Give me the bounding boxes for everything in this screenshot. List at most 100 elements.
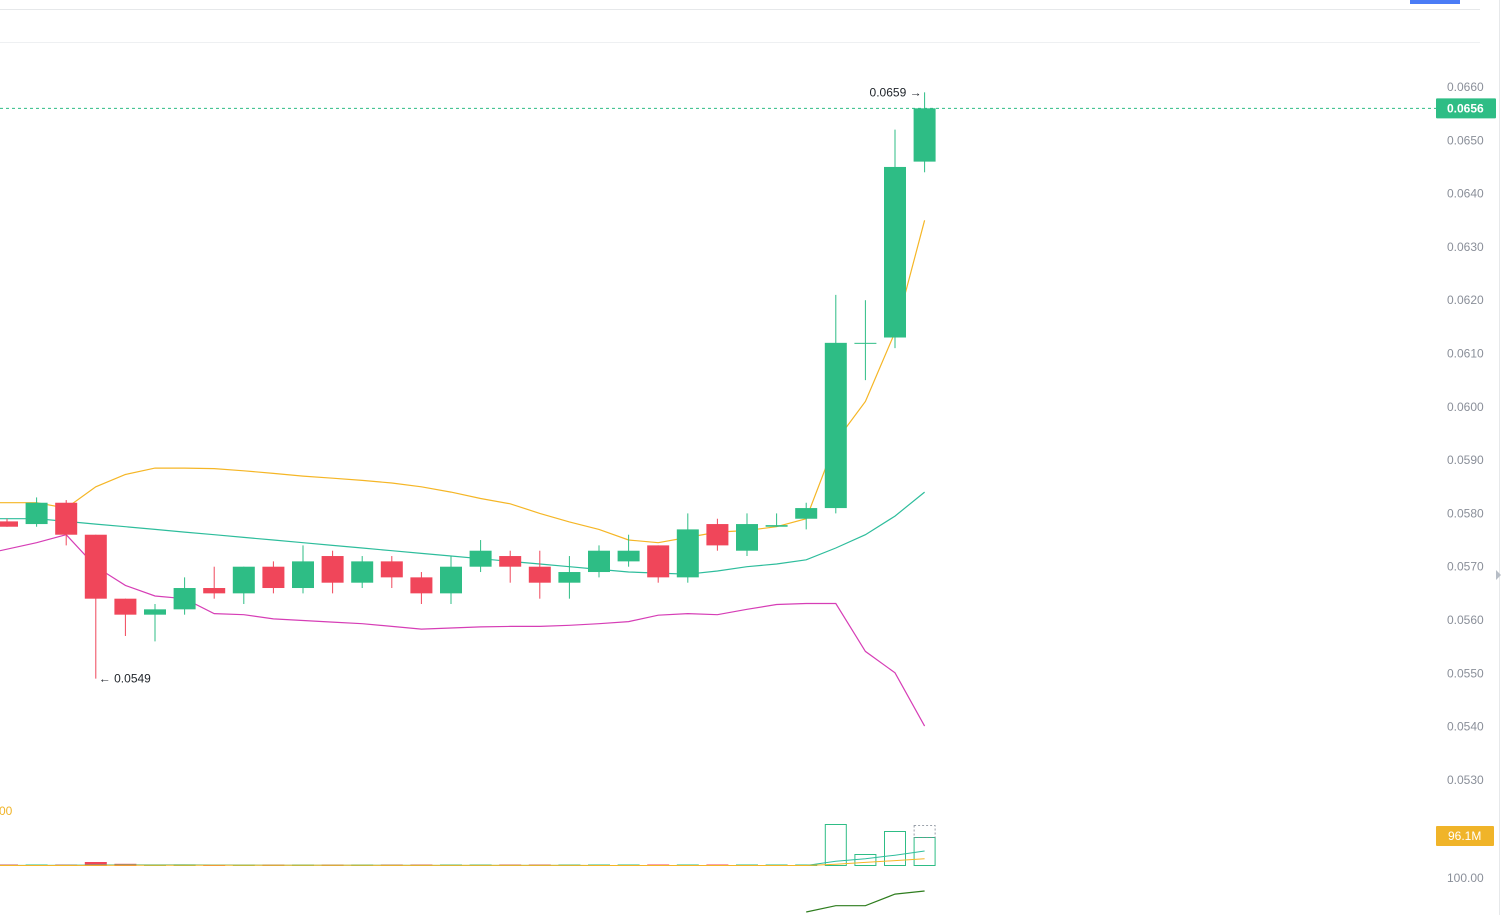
volume-label: 96.1M [1448,829,1481,843]
candle[interactable] [173,577,196,615]
candle-body [824,342,847,509]
candle[interactable] [647,545,670,583]
volume-bar [913,837,936,866]
candle[interactable] [765,513,788,527]
candle-body [558,572,581,583]
candle-body [380,561,403,578]
candle[interactable] [321,550,344,594]
candle[interactable] [292,545,314,594]
candle[interactable] [144,604,166,642]
candle-body [884,166,906,338]
candle-body [232,566,255,594]
candle-body [795,508,818,519]
candle-body [617,550,640,562]
candle[interactable] [588,545,610,578]
price-axis: 0.0660 0.0650 0.0640 0.0630 0.0620 0.0610 0.06… [1447,80,1484,787]
volume-badge [1436,826,1494,846]
candle-body [736,524,758,551]
volume-ma2-line [0,858,925,866]
candle[interactable] [854,300,877,381]
candle[interactable] [262,561,285,594]
moving-average-lines [0,220,926,727]
price-tick-label: 0.0620 [1447,293,1484,307]
volume-bar-outline [913,825,936,838]
candle-body [321,556,344,583]
price-tick-label: 0.0590 [1447,453,1484,467]
top-right-accent[interactable] [1410,0,1460,4]
candle[interactable] [528,550,551,599]
candle-body [292,561,314,589]
candle-body [588,550,610,573]
candle-body [114,598,137,615]
candle[interactable] [232,566,255,605]
candle-body [765,525,788,527]
candle[interactable] [617,534,640,567]
ma-yellow-line [0,220,926,544]
candle[interactable] [676,513,699,583]
candle[interactable] [25,497,48,527]
candle-body [647,545,670,578]
price-tick-label: 0.0530 [1447,773,1484,787]
candle-body [84,534,107,599]
ma-teal-line [0,491,925,575]
candle[interactable] [203,566,226,599]
candle-body [262,566,285,589]
volume-legend-fragment: 00 [0,804,13,818]
candle[interactable] [736,513,758,557]
ma-pink-line [0,534,926,727]
candle[interactable] [913,92,936,173]
candle[interactable] [380,556,403,589]
candle-body [854,342,877,344]
volume-bar [884,831,906,866]
candle-body [25,502,48,525]
price-tick-label: 0.0560 [1447,613,1484,627]
candle-body [144,609,166,615]
candle[interactable] [499,550,522,583]
high-annotation: 0.0659 → [870,85,922,99]
candle[interactable] [410,572,433,605]
price-tick-label: 0.0550 [1447,666,1484,680]
candle[interactable] [55,500,78,546]
volume-ma-lines [0,850,925,866]
candle[interactable] [824,294,847,514]
candle-body [203,588,226,594]
price-tick-label: 0.0640 [1447,187,1484,201]
candle-body [528,566,551,583]
candle-body [410,577,433,594]
volume-bars [0,824,936,866]
candle[interactable] [114,598,137,636]
price-tick-label: 0.0630 [1447,240,1484,254]
candle-body [351,561,374,583]
collapse-handle-icon[interactable] [1496,570,1501,580]
candle-body [913,108,936,162]
candles [0,92,936,679]
price-tick-label: 0.0580 [1447,506,1484,520]
volume-bar [854,854,877,866]
candle-body [173,588,196,610]
candle[interactable] [884,129,906,349]
current-price-label: 0.0656 [1447,101,1484,115]
price-tick-label: 0.0600 [1447,400,1484,414]
price-tick-label: 0.0610 [1447,347,1484,361]
volume-bar [824,824,847,866]
price-tick-label: 0.0540 [1447,720,1484,734]
candle[interactable] [795,502,818,530]
volume-ma1-line [0,850,925,866]
candle-body [499,556,522,567]
candle[interactable] [469,540,492,573]
candle-body [55,502,78,535]
indicator-line [806,890,925,913]
candle-body [676,529,699,578]
candle[interactable] [351,556,374,589]
candle-body [440,566,462,594]
candle[interactable] [706,518,729,551]
candle[interactable] [440,556,462,605]
candle-body [706,524,729,546]
candle[interactable] [84,534,107,679]
candle[interactable] [0,518,18,527]
candle[interactable] [558,556,581,599]
candle-body [469,550,492,567]
volume-bar [84,862,107,866]
indicator-polyline [806,890,925,913]
